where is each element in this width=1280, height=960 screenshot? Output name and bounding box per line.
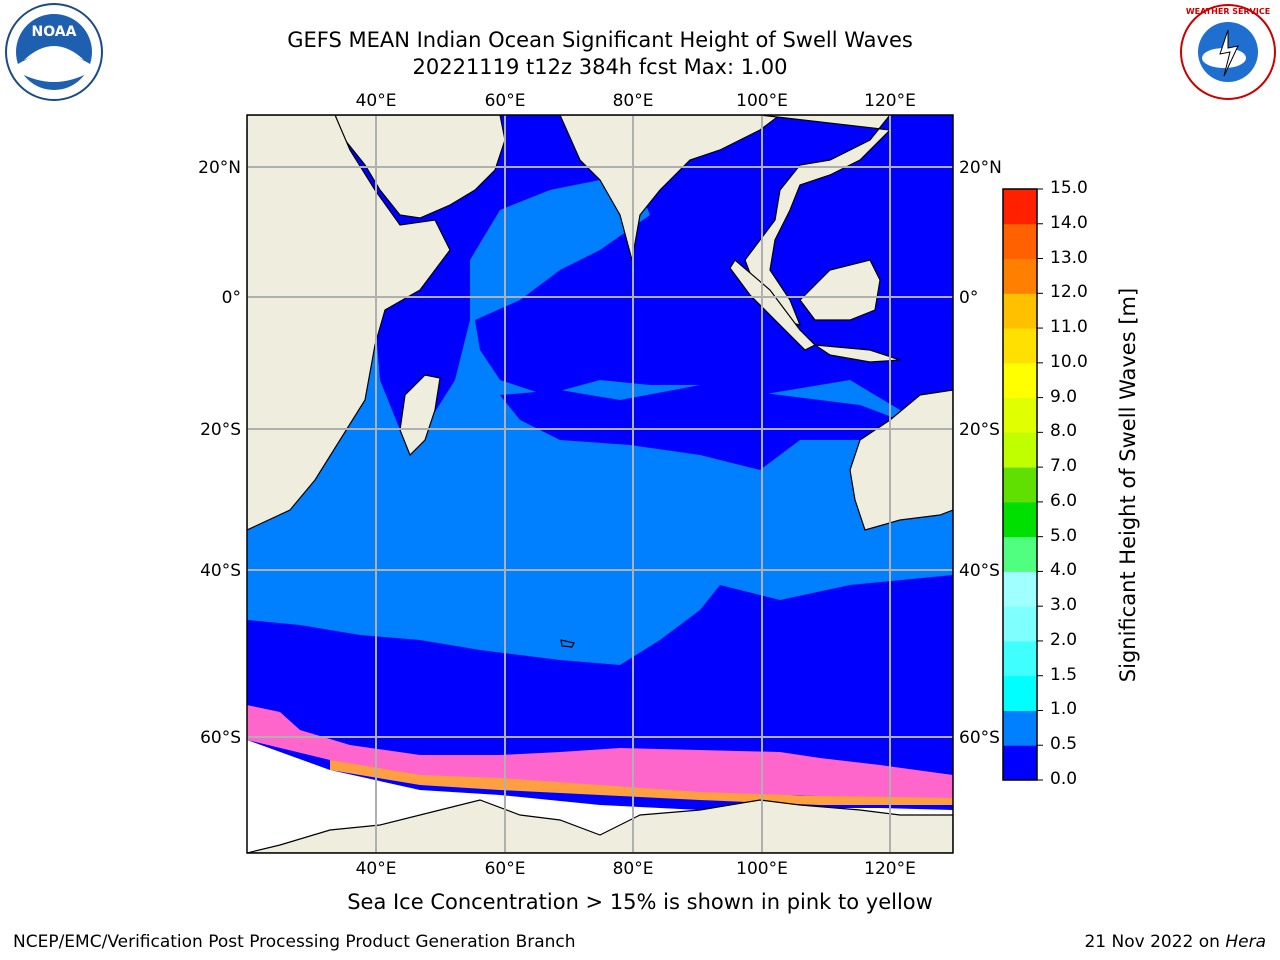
colorbar-tick-label: 7.0: [1050, 456, 1078, 477]
land-india: [500, 115, 781, 261]
colorbar-tick-label: 4.0: [1050, 560, 1078, 581]
svg-text:WEATHER SERVICE: WEATHER SERVICE: [1186, 7, 1270, 16]
colorbar-segment: [1003, 745, 1037, 781]
colorbar-tick-label: 2.0: [1050, 629, 1078, 650]
colorbar-segment: [1003, 258, 1037, 294]
lat-label-left: 20°N: [198, 158, 241, 178]
colorbar-tick-label: 13.0: [1050, 247, 1088, 268]
colorbar: [1002, 188, 1043, 781]
sea-ice-note: Sea Ice Concentration > 15% is shown in …: [347, 890, 933, 914]
lon-label-bottom: 80°E: [613, 859, 654, 879]
colorbar-segment: [1003, 710, 1037, 746]
colorbar-label: Significant Height of Swell Waves [m]: [1116, 287, 1140, 683]
colorbar-segment: [1003, 189, 1037, 225]
colorbar-segment: [1003, 432, 1037, 468]
lon-label-top: 80°E: [613, 91, 654, 111]
colorbar-segment: [1003, 293, 1037, 329]
nws-logo: WEATHER SERVICE: [1180, 4, 1276, 100]
colorbar-tick-label: 9.0: [1050, 386, 1078, 407]
lon-label-bottom: 120°E: [864, 859, 916, 879]
colorbar-segment: [1003, 536, 1037, 572]
graticule: [247, 115, 953, 853]
lat-label-right: 20°N: [959, 158, 1002, 178]
noaa-logo: NOAA: [5, 3, 103, 101]
colorbar-tick-label: 6.0: [1050, 490, 1078, 511]
colorbar-tick-label: 3.0: [1050, 595, 1078, 616]
lon-label-bottom: 100°E: [736, 859, 788, 879]
swell-zone-band: [500, 385, 900, 470]
colorbar-tick-label: 10.0: [1050, 351, 1088, 372]
colorbar-tick-label: 0.5: [1050, 734, 1078, 755]
colorbar-tick-label: 1.0: [1050, 699, 1078, 720]
colorbar-segment: [1003, 467, 1037, 503]
colorbar-segment: [1003, 223, 1037, 260]
colorbar-tick-label: 12.0: [1050, 282, 1088, 303]
lon-label-top: 60°E: [485, 91, 526, 111]
svg-text:NOAA: NOAA: [32, 24, 77, 40]
colorbar-segment: [1003, 397, 1037, 433]
lon-label-bottom: 40°E: [356, 859, 397, 879]
lat-label-right: 0°: [959, 288, 978, 308]
footer-timestamp: 21 Nov 2022 on Hera: [1084, 932, 1266, 952]
lon-label-top: 100°E: [736, 91, 788, 111]
land-antarctica: [247, 799, 953, 853]
lat-label-left: 20°S: [200, 420, 241, 440]
colorbar-frame: [1002, 188, 1038, 781]
lat-label-right: 60°S: [959, 728, 1000, 748]
lat-label-left: 40°S: [200, 561, 241, 581]
land-sumatra: [729, 259, 817, 351]
lon-label-bottom: 60°E: [485, 859, 526, 879]
chart-subtitle: 20221119 t12z 384h fcst Max: 1.00: [412, 55, 788, 79]
lat-label-right: 40°S: [959, 561, 1000, 581]
footer-date: 21 Nov 2022 on: [1084, 932, 1220, 952]
colorbar-segment: [1003, 362, 1037, 399]
land-kerguelen: [560, 639, 575, 648]
land-madagascar: [399, 374, 441, 457]
land-borneo: [799, 259, 881, 321]
colorbar-tick-label: 8.0: [1050, 421, 1078, 442]
lon-label-top: 40°E: [356, 91, 397, 111]
chart-title: GEFS MEAN Indian Ocean Significant Heigh…: [287, 28, 913, 52]
footer-host: Hera: [1225, 932, 1266, 952]
land-australia: [849, 389, 953, 531]
colorbar-segment: [1003, 640, 1037, 677]
colorbar-tick-label: 14.0: [1050, 212, 1088, 233]
footer-credit: NCEP/EMC/Verification Post Processing Pr…: [13, 932, 576, 952]
colorbar-tick-label: 0.0: [1050, 769, 1078, 789]
colorbar-segment: [1003, 675, 1037, 711]
lat-label-left: 0°: [222, 288, 241, 308]
map-frame: [246, 114, 954, 854]
land-java: [814, 344, 901, 363]
colorbar-tick-label: 11.0: [1050, 317, 1088, 338]
colorbar-segment: [1003, 571, 1037, 607]
lat-label-left: 60°S: [200, 728, 241, 748]
colorbar-segment: [1003, 606, 1037, 642]
colorbar-segment: [1003, 328, 1037, 364]
colorbar-segment: [1003, 501, 1037, 538]
colorbar-tick-label: 15.0: [1050, 178, 1088, 198]
colorbar-tick-label: 5.0: [1050, 525, 1078, 546]
colorbar-tick-label: 1.5: [1050, 664, 1078, 685]
lon-label-top: 120°E: [864, 91, 916, 111]
lat-label-right: 20°S: [959, 420, 1000, 440]
land-africa: [247, 115, 451, 531]
